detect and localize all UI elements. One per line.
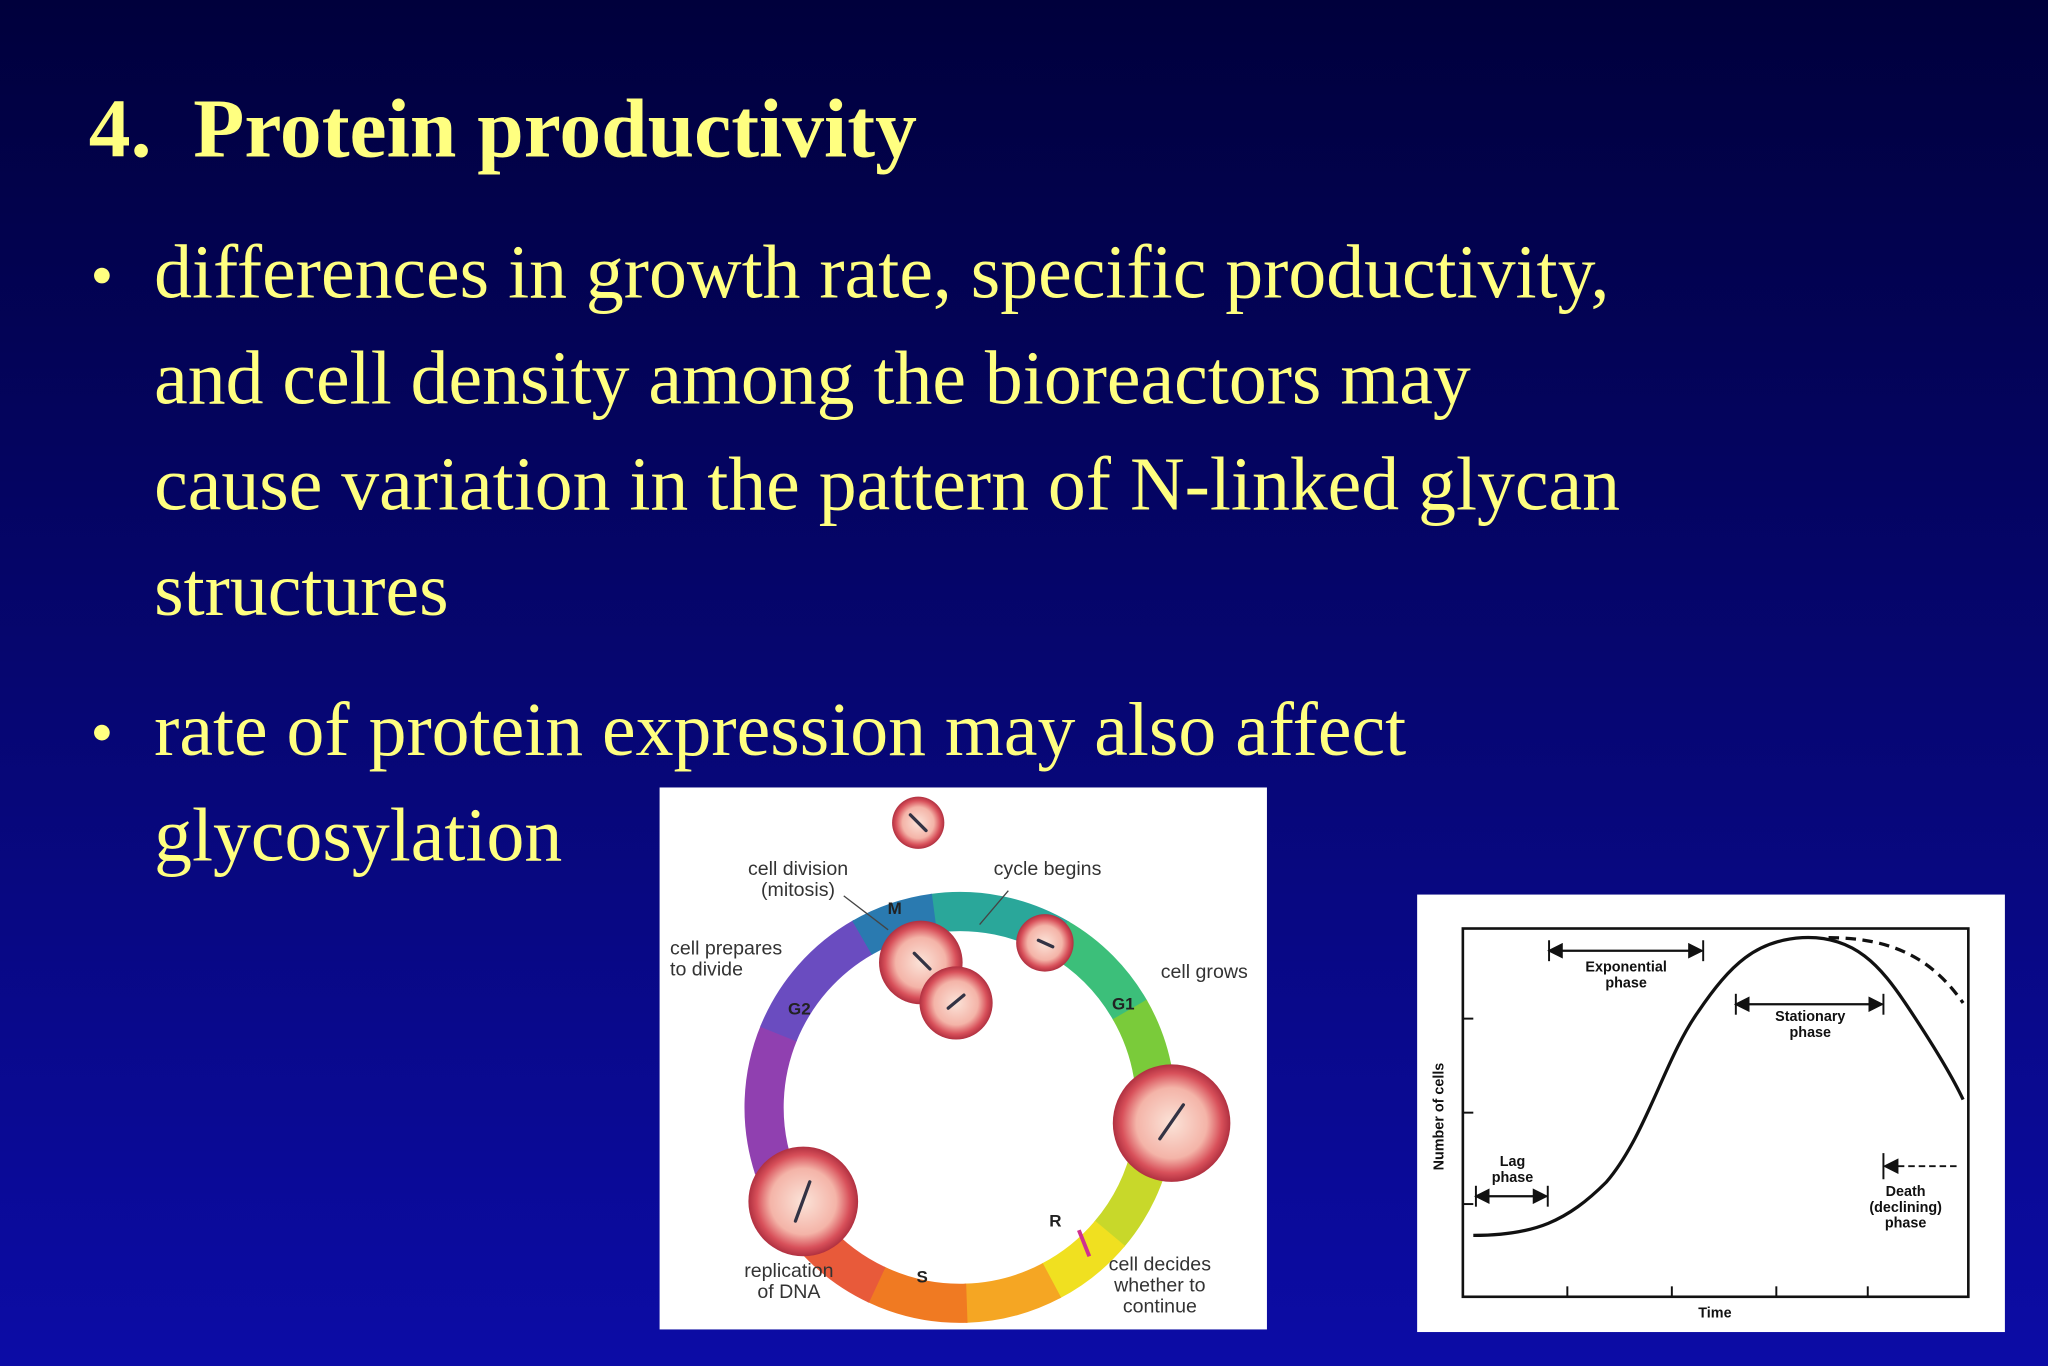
bullet-text: glycosylation — [154, 795, 562, 878]
bullet-text: differences in growth rate, specific pro… — [154, 232, 1609, 315]
bullet-text: rate of protein expression may also affe… — [154, 689, 1406, 772]
figure-background — [1417, 894, 2005, 1333]
bullet-text: cause variation in the pattern of N-link… — [154, 443, 1620, 526]
bullet-text: structures — [154, 549, 448, 632]
cycle-label: whether to — [1113, 1275, 1206, 1297]
phase-label: Exponential — [1585, 960, 1666, 976]
cycle-label: (mitosis) — [761, 879, 835, 901]
bullet-text: and cell density among the bioreactors m… — [154, 338, 1471, 421]
chromosomes — [793, 813, 1185, 1223]
phase-label: R — [1049, 1211, 1061, 1230]
restriction-point — [1077, 1229, 1092, 1258]
bullet-marker — [94, 267, 110, 284]
ring-segment — [744, 1024, 798, 1175]
axis-label: Number of cells — [1431, 1063, 1447, 1171]
ring-segment — [867, 1266, 968, 1323]
phase-label: phase — [1492, 1170, 1534, 1186]
cycle-label: cell decides — [1109, 1254, 1212, 1276]
phase-label: G1 — [1112, 994, 1135, 1013]
phase-label: S — [916, 1267, 927, 1286]
phase-label: Lag — [1500, 1154, 1526, 1170]
axis-ticks — [1462, 1017, 1869, 1297]
ring-segment — [1040, 1220, 1126, 1299]
bullet-marker — [94, 724, 110, 741]
cycle-label: to divide — [670, 959, 743, 981]
phase-label: Death — [1886, 1184, 1926, 1200]
cycle-label: of DNA — [757, 1281, 821, 1303]
phase-label: phase — [1790, 1025, 1832, 1041]
cycle-label: continue — [1123, 1295, 1197, 1317]
growth-curve — [1473, 936, 1965, 1238]
growth-curve-figure: Number of cellsTimeExponentialphaseStati… — [1417, 894, 2005, 1333]
phase-label: (declining) — [1869, 1200, 1942, 1216]
axis-label: Time — [1698, 1306, 1731, 1322]
cycle-label: cell grows — [1161, 961, 1248, 983]
ring-segment — [852, 893, 938, 955]
cycle-label: cell prepares — [670, 938, 782, 960]
phase-label: G2 — [788, 1000, 811, 1019]
cycle-label: replication — [744, 1260, 833, 1282]
growth-curve-alt — [1828, 936, 1965, 1004]
leader-line — [843, 895, 889, 931]
phase-label: Stationary — [1775, 1009, 1845, 1025]
phase-label: phase — [1605, 975, 1647, 991]
leader-line — [979, 890, 1009, 926]
ring-segment — [760, 919, 874, 1042]
cycle-label: cell division — [748, 858, 848, 880]
cell-cycle-figure: cell division(mitosis) cycle begins cell p… — [659, 787, 1267, 1330]
phase-label: phase — [1885, 1216, 1927, 1232]
slide-title: 4. Protein productivity — [89, 84, 917, 176]
phase-label: M — [888, 899, 902, 918]
ring-segment — [964, 1262, 1062, 1323]
phase-arrows — [1473, 940, 1957, 1207]
cycle-label: cycle begins — [994, 858, 1102, 880]
